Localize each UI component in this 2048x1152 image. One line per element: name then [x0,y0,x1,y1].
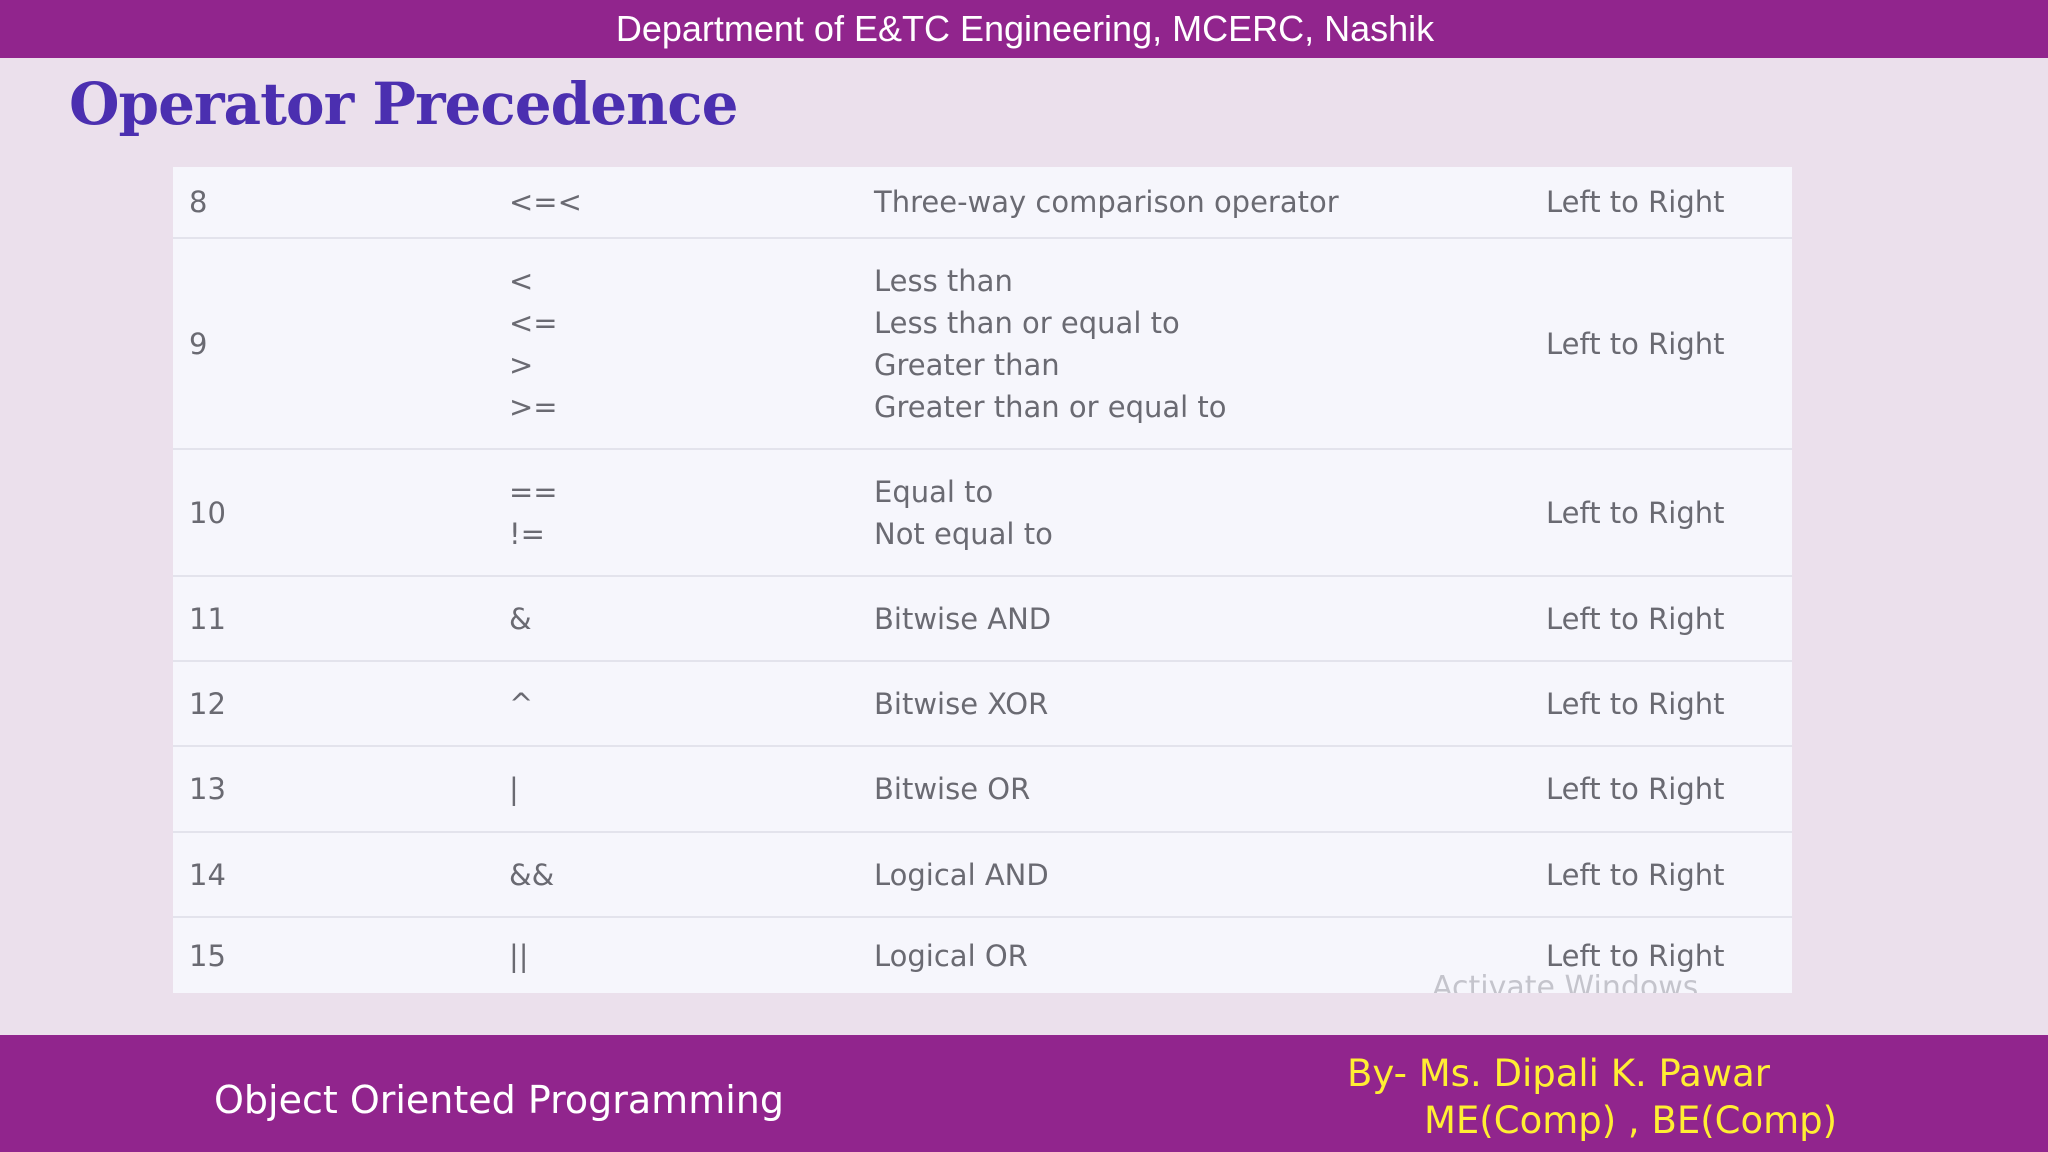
operator-description: Bitwise AND [874,601,1052,636]
table-row: 14 && Logical AND Left to Right [173,833,1792,918]
description-cell: Bitwise XOR [874,662,1048,745]
associativity: Left to Right [1546,686,1725,721]
operator-description: Not equal to [874,516,1053,551]
footer-bar [0,1035,2048,1152]
slide-title: Operator Precedence [69,70,738,138]
operator-description: Less than or equal to [874,305,1180,340]
description-cell: Bitwise OR [874,747,1030,831]
operator-precedence-table: 8 <=< Three-way comparison operator Left to… [173,167,1792,993]
precedence-level: 8 [189,185,208,219]
operator-cell: | [509,747,519,831]
operator-symbol: | [509,772,519,806]
operator-description: Equal to [874,474,994,509]
operator-symbol: >= [509,389,558,424]
table-row: 13 | Bitwise OR Left to Right [173,747,1792,833]
operator-cell: < <= > >= [509,239,558,448]
associativity: Left to Right [1546,185,1725,219]
associativity: Left to Right [1546,326,1725,361]
associativity: Left to Right [1546,857,1725,892]
operator-symbol: != [509,516,545,551]
description-cell: Three-way comparison operator [874,167,1339,237]
table-row: 9 < <= > >= Less than Less than or equal to Gre… [173,239,1792,450]
course-name: Object Oriented Programming [214,1078,784,1122]
operator-cell: == != [509,450,558,575]
associativity: Left to Right [1546,601,1725,636]
table-row: 11 & Bitwise AND Left to Right [173,577,1792,662]
operator-symbol: < [509,263,534,298]
operator-symbol: <=< [509,185,582,219]
precedence-level: 14 [189,857,226,892]
associativity: Left to Right [1546,938,1725,973]
description-cell: Equal to Not equal to [874,450,1053,575]
operator-symbol: == [509,474,558,509]
operator-description: Bitwise XOR [874,686,1049,721]
precedence-level: 10 [189,495,226,530]
description-cell: Bitwise AND [874,577,1051,660]
operator-description: Less than [874,263,1013,298]
operator-cell: ^ [509,662,533,745]
associativity: Left to Right [1546,772,1725,806]
operator-description: Greater than or equal to [874,389,1227,424]
table-row: 10 == != Equal to Not equal to Left to Right [173,450,1792,577]
precedence-level: 9 [189,326,208,361]
operator-symbol: & [509,601,532,636]
description-cell: Logical AND [874,833,1049,916]
precedence-level: 15 [189,938,226,973]
operator-symbol: > [509,347,534,382]
operator-symbol: && [509,857,555,892]
author-name: By- Ms. Dipali K. Pawar [1347,1052,1770,1095]
description-cell: Logical OR [874,918,1028,993]
operator-cell: && [509,833,554,916]
operator-symbol: || [509,938,529,973]
precedence-level: 11 [189,601,226,636]
precedence-level: 13 [189,772,226,806]
precedence-level: 12 [189,686,226,721]
associativity: Left to Right [1546,495,1725,530]
header-bar: Department of E&TC Engineering, MCERC, N… [0,0,2048,58]
activate-windows-watermark: Activate Windows [1432,970,1699,1005]
operator-cell: <=< [509,167,582,237]
operator-symbol: <= [509,305,558,340]
table-row: 8 <=< Three-way comparison operator Left to… [173,167,1792,239]
operator-description: Three-way comparison operator [874,185,1339,219]
operator-description: Bitwise OR [874,772,1031,806]
operator-description: Logical AND [874,857,1049,892]
operator-symbol: ^ [509,686,534,721]
table-row: 15 || Logical OR Left to Right [173,918,1792,993]
operator-cell: || [509,918,529,993]
description-cell: Less than Less than or equal to Greater th… [874,239,1227,448]
operator-description: Logical OR [874,938,1028,973]
operator-description: Greater than [874,347,1060,382]
department-name: Department of E&TC Engineering, MCERC, N… [615,8,1435,49]
table-row: 12 ^ Bitwise XOR Left to Right [173,662,1792,747]
operator-cell: & [509,577,532,660]
author-degrees: ME(Comp) , BE(Comp) [1424,1099,1838,1142]
